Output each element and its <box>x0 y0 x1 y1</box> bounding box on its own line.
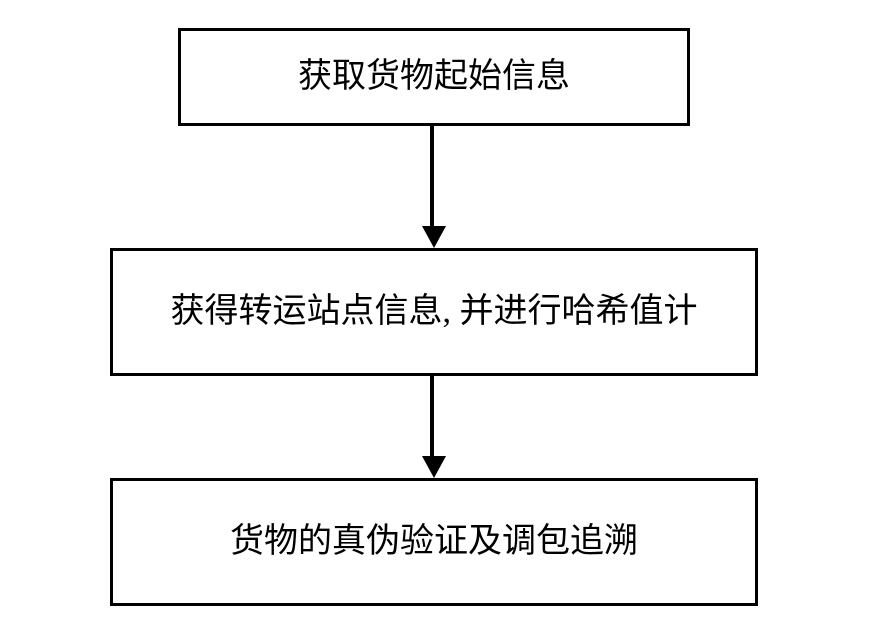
flow-box-3: 货物的真伪验证及调包追溯 <box>110 478 758 606</box>
arrow-2-line <box>430 376 434 456</box>
flow-box-2-label: 获得转运站点信息, 并进行哈希值计 <box>171 292 698 333</box>
arrow-2-head <box>422 456 446 478</box>
flow-box-1: 获取货物起始信息 <box>178 28 690 126</box>
flow-box-3-label: 货物的真伪验证及调包追溯 <box>230 522 638 563</box>
arrow-1-head <box>422 226 446 248</box>
arrow-1-line <box>430 126 434 226</box>
flow-box-2: 获得转运站点信息, 并进行哈希值计 <box>110 248 758 376</box>
flow-box-1-label: 获取货物起始信息 <box>298 57 570 98</box>
